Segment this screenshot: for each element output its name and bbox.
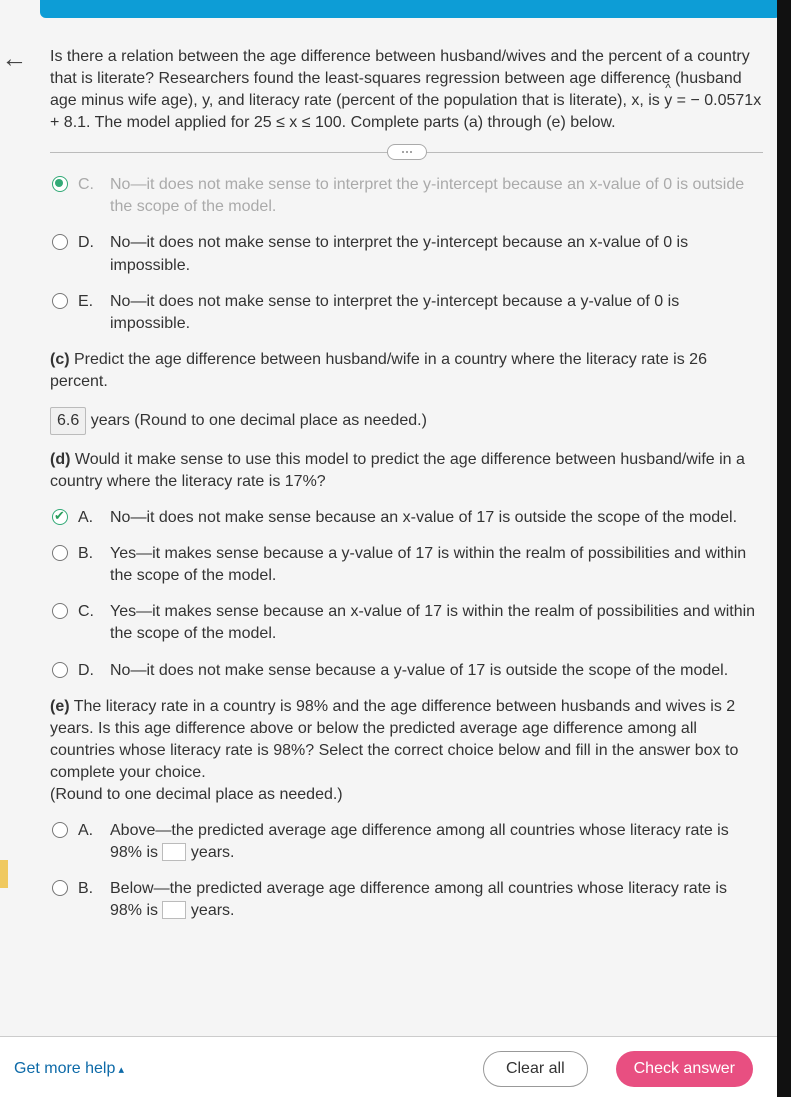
part-d-label: (d) xyxy=(50,451,70,468)
option-dd-text: No—it does not make sense because a y-va… xyxy=(110,660,763,682)
option-dc-letter: C. xyxy=(78,601,100,645)
radio-ea-icon xyxy=(52,822,68,838)
option-e-text: No—it does not make sense to interpret t… xyxy=(110,291,763,335)
radio-db-icon xyxy=(52,545,68,561)
clear-all-button[interactable]: Clear all xyxy=(483,1051,588,1087)
option-dd-letter: D. xyxy=(78,660,100,682)
question-screen: |← Is there a relation between the age d… xyxy=(0,0,791,1097)
radio-d-icon xyxy=(52,234,68,250)
option-c-letter: C. xyxy=(78,174,100,218)
part-e-round: (Round to one decimal place as needed.) xyxy=(50,786,343,803)
radio-c-icon xyxy=(52,176,68,192)
option-eb-letter: B. xyxy=(78,878,100,922)
option-da-text: No—it does not make sense because an x-v… xyxy=(110,507,763,529)
option-eb-post: years. xyxy=(186,902,234,919)
radio-eb-icon xyxy=(52,880,68,896)
option-ea-text: Above—the predicted average age differen… xyxy=(110,820,763,864)
content-area: Is there a relation between the age diff… xyxy=(0,18,791,922)
intro-text: Is there a relation between the age diff… xyxy=(50,48,750,109)
option-d-letter: D. xyxy=(78,232,100,276)
option-dc-text: Yes—it makes sense because an x-value of… xyxy=(110,601,763,645)
expand-pill[interactable] xyxy=(387,144,427,160)
top-bar xyxy=(40,0,781,18)
footer-bar: Get more help Clear all Check answer xyxy=(0,1036,777,1097)
part-c-answer-line: 6.6 years (Round to one decimal place as… xyxy=(50,407,763,435)
option-d-b[interactable]: B. Yes—it makes sense because a y-value … xyxy=(52,543,763,587)
highlight-marker xyxy=(0,860,8,888)
part-d-question: (d) Would it make sense to use this mode… xyxy=(50,449,763,493)
option-d-d[interactable]: D. No—it does not make sense because a y… xyxy=(52,660,763,682)
option-e-letter: E. xyxy=(78,291,100,335)
option-c-prev[interactable]: C. No—it does not make sense to interpre… xyxy=(52,174,763,218)
option-ea-input[interactable] xyxy=(162,843,186,861)
part-c-answer-input[interactable]: 6.6 xyxy=(50,407,86,435)
option-c-text: No—it does not make sense to interpret t… xyxy=(110,174,763,218)
part-d-text: Would it make sense to use this model to… xyxy=(50,451,745,490)
option-db-letter: B. xyxy=(78,543,100,587)
option-d-text: No—it does not make sense to interpret t… xyxy=(110,232,763,276)
part-e-label: (e) xyxy=(50,698,70,715)
back-button[interactable]: |← xyxy=(0,38,34,78)
option-e-a[interactable]: A. Above—the predicted average age diffe… xyxy=(52,820,763,864)
radio-e-icon xyxy=(52,293,68,309)
option-db-text: Yes—it makes sense because a y-value of … xyxy=(110,543,763,587)
check-answer-button[interactable]: Check answer xyxy=(616,1051,753,1087)
option-e-prev[interactable]: E. No—it does not make sense to interpre… xyxy=(52,291,763,335)
question-intro: Is there a relation between the age diff… xyxy=(50,28,763,134)
right-edge xyxy=(777,0,791,1097)
part-c-units: years (Round to one decimal place as nee… xyxy=(86,412,427,429)
option-da-letter: A. xyxy=(78,507,100,529)
part-c-label: (c) xyxy=(50,351,70,368)
radio-da-icon xyxy=(52,509,68,525)
radio-dc-icon xyxy=(52,603,68,619)
option-e-b[interactable]: B. Below—the predicted average age diffe… xyxy=(52,878,763,922)
get-more-help-link[interactable]: Get more help xyxy=(14,1060,124,1078)
option-d-c[interactable]: C. Yes—it makes sense because an x-value… xyxy=(52,601,763,645)
back-arrow-icon: |← xyxy=(0,43,27,74)
part-c-text: Predict the age difference between husba… xyxy=(50,351,707,390)
option-d-a[interactable]: A. No—it does not make sense because an … xyxy=(52,507,763,529)
footer-buttons: Clear all Check answer xyxy=(483,1051,753,1087)
option-eb-input[interactable] xyxy=(162,901,186,919)
option-eb-text: Below—the predicted average age differen… xyxy=(110,878,763,922)
option-d-prev[interactable]: D. No—it does not make sense to interpre… xyxy=(52,232,763,276)
y-hat-symbol: y xyxy=(664,90,672,112)
part-c-question: (c) Predict the age difference between h… xyxy=(50,349,763,393)
part-e-question: (e) The literacy rate in a country is 98… xyxy=(50,696,763,806)
option-ea-post: years. xyxy=(186,844,234,861)
part-e-text: The literacy rate in a country is 98% an… xyxy=(50,698,738,781)
radio-dd-icon xyxy=(52,662,68,678)
option-ea-letter: A. xyxy=(78,820,100,864)
